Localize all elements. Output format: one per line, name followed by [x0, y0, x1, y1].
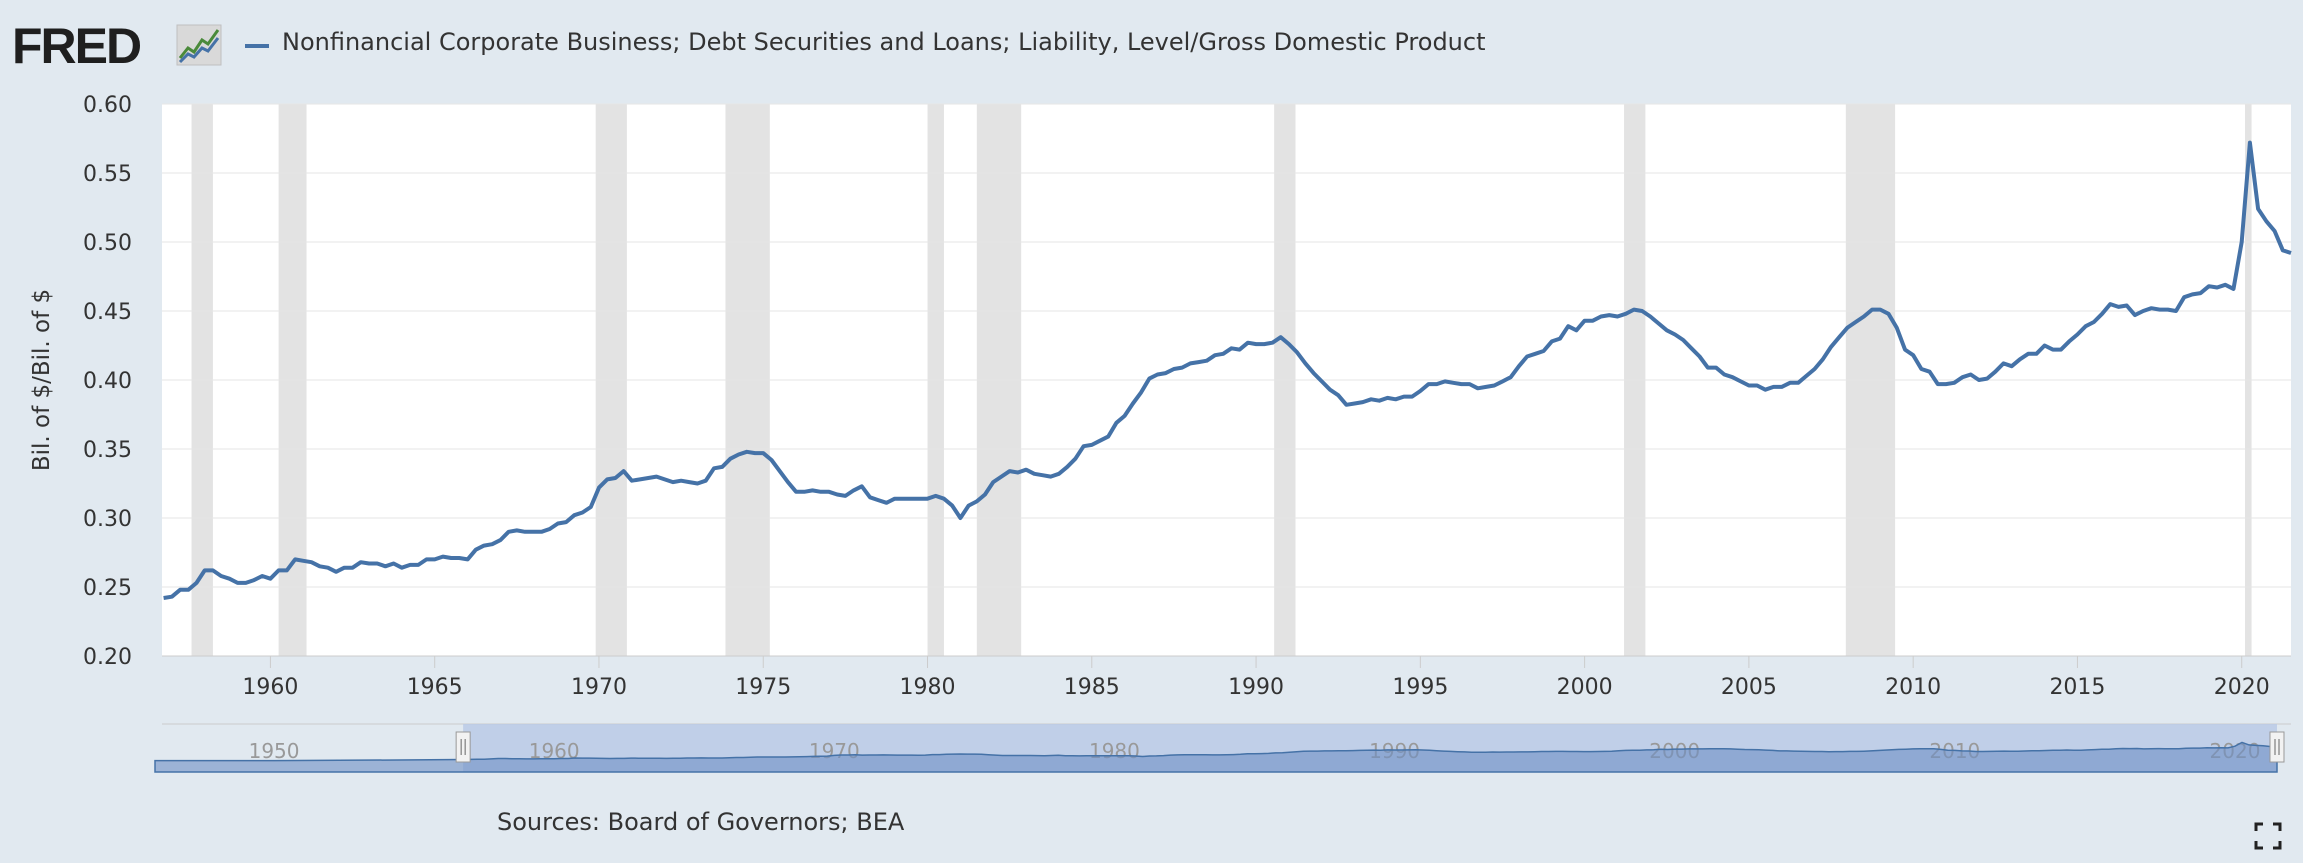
legend-series-title[interactable]: Nonfinancial Corporate Business; Debt Se…	[282, 28, 1486, 56]
series-line-0	[163, 140, 2292, 600]
series-layer	[163, 140, 2292, 600]
x-tick-label-2000: 2000	[1557, 675, 1613, 700]
x-tick-label-2020: 2020	[2214, 675, 2270, 700]
legend-line-swatch	[245, 44, 269, 48]
y-tick-label-0.40: 0.40	[83, 369, 132, 394]
fullscreen-icon[interactable]	[2254, 822, 2282, 850]
range-navigator: 19501960197019801990200020102020	[154, 723, 2291, 773]
navigator-handle-left[interactable]	[455, 731, 471, 763]
y-tick-label-0.20: 0.20	[83, 645, 132, 670]
y-tick-label-0.45: 0.45	[83, 300, 132, 325]
y-tick-label-0.50: 0.50	[83, 231, 132, 256]
x-tick-label-1960: 1960	[242, 675, 298, 700]
x-tick-label-1995: 1995	[1392, 675, 1448, 700]
y-tick-label-0.30: 0.30	[83, 507, 132, 532]
fred-chart-logo-icon	[176, 24, 222, 66]
x-tick-label-1990: 1990	[1228, 675, 1284, 700]
x-tick-label-1985: 1985	[1064, 675, 1120, 700]
navigator-area	[154, 741, 2278, 773]
y-tick-label-0.55: 0.55	[83, 162, 132, 187]
y-tick-label-0.25: 0.25	[83, 576, 132, 601]
x-tick-label-2010: 2010	[1885, 675, 1941, 700]
x-tick-label-1980: 1980	[900, 675, 956, 700]
y-axis-ticks: 0.20 0.25 0.30 0.35 0.40 0.45 0.50 0.55 0.60	[83, 93, 132, 670]
chart-header: FRED Nonfinancial Corporate Business; De…	[0, 0, 2303, 90]
x-axis-ticks: 1960 1965 1970 1975 1980 1985 1990 1995 2000 2005…	[162, 655, 2291, 700]
x-tick-label-2015: 2015	[2049, 675, 2105, 700]
navigator-handle-right[interactable]	[2269, 731, 2285, 763]
sources-text: Sources: Board of Governors; BEA	[497, 808, 905, 836]
y-tick-label-0.60: 0.60	[83, 93, 132, 118]
navigator-tick-1950: 1950	[249, 739, 300, 763]
x-tick-label-1970: 1970	[571, 675, 627, 700]
x-tick-label-1965: 1965	[407, 675, 463, 700]
fred-logo[interactable]: FRED	[12, 18, 142, 74]
x-tick-label-1975: 1975	[735, 675, 791, 700]
x-tick-label-2005: 2005	[1721, 675, 1777, 700]
y-tick-label-0.35: 0.35	[83, 438, 132, 463]
